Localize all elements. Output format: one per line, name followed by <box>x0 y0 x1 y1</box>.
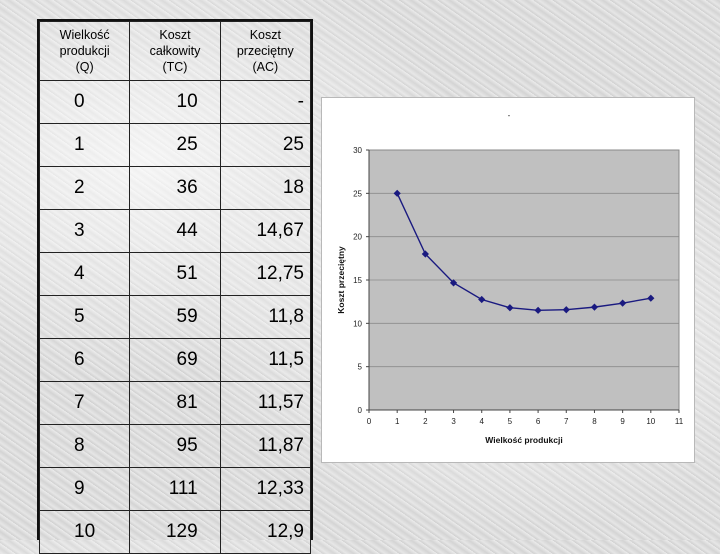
x-tick-label: 2 <box>423 417 428 426</box>
y-tick-label: 30 <box>353 146 362 155</box>
cell-total-cost: 59 <box>129 295 221 339</box>
y-tick-label: 25 <box>353 189 362 198</box>
data-point <box>590 303 599 311</box>
y-tick-label: 15 <box>353 276 362 285</box>
cell-quantity: 1 <box>38 123 131 167</box>
cost-table-panel: Wielkość produkcji (Q) Koszt całkowity (… <box>37 19 313 554</box>
table-body: 0 10-1 25 25 2 36 18 3 44 14,67 4 51 12,75 5 59 11,8 6 69… <box>38 80 312 554</box>
x-tick-label: 0 <box>367 417 372 426</box>
data-point <box>478 295 486 304</box>
y-tick-label: 5 <box>358 363 363 372</box>
x-axis-title: Wielkość produkcji <box>485 435 562 445</box>
cell-total-cost: 69 <box>129 338 221 382</box>
x-tick-label: 5 <box>508 417 513 426</box>
x-tick-label: 9 <box>620 417 625 426</box>
cell-average-cost: 12,9 <box>219 510 312 554</box>
cell-quantity: 2 <box>38 166 131 210</box>
x-tick-label: 3 <box>451 417 456 426</box>
table-row: 2 36 18 <box>38 166 312 210</box>
cell-total-cost: 81 <box>129 381 221 425</box>
x-tick-label: 7 <box>564 417 569 426</box>
header-total-cost: Koszt całkowity (TC) <box>129 21 221 81</box>
table-header-row: Wielkość produkcji (Q) Koszt całkowity (… <box>38 21 312 81</box>
cell-quantity: 7 <box>38 381 131 425</box>
cell-quantity: 4 <box>38 252 131 296</box>
cell-average-cost: 11,5 <box>219 338 312 382</box>
cell-total-cost: 36 <box>129 166 221 210</box>
cost-table: Wielkość produkcji (Q) Koszt całkowity (… <box>38 21 312 554</box>
cell-total-cost: 10 <box>129 80 221 124</box>
cell-average-cost: 11,87 <box>219 424 312 468</box>
cell-total-cost: 51 <box>129 252 221 296</box>
header-tc-line1: Koszt <box>159 28 191 42</box>
x-tick-label: 1 <box>395 417 400 426</box>
average-cost-chart: - Koszt przeciętny Wielkość produkcji 0 5… <box>336 111 684 445</box>
cell-average-cost: 12,33 <box>219 467 312 511</box>
cell-total-cost: 95 <box>129 424 221 468</box>
header-quantity-line2: produkcji <box>59 44 110 58</box>
header-quantity-line1: Wielkość <box>59 28 110 42</box>
table-row: 0 10- <box>38 80 312 124</box>
x-tick-label: 4 <box>480 417 485 426</box>
table-row: 5 59 11,8 <box>38 295 312 339</box>
header-ac-line1: Koszt <box>249 28 281 42</box>
cell-average-cost: - <box>219 80 312 124</box>
y-tick-label: 0 <box>358 406 363 415</box>
cell-quantity: 8 <box>38 424 131 468</box>
cell-total-cost: 44 <box>129 209 221 253</box>
header-average-cost: Koszt przeciętny (AC) <box>219 21 312 81</box>
table-row: 8 95 11,87 <box>38 424 312 468</box>
cell-quantity: 9 <box>38 467 131 511</box>
x-tick-label: 11 <box>675 417 684 426</box>
x-tick-label: 10 <box>646 417 655 426</box>
table-row: 1 25 25 <box>38 123 312 167</box>
cell-quantity: 6 <box>38 338 131 382</box>
header-tc-line3: (TC) <box>162 60 188 74</box>
cell-total-cost: 129 <box>129 510 221 554</box>
cell-total-cost: 111 <box>129 467 221 511</box>
header-tc-line2: całkowity <box>149 44 201 58</box>
cell-quantity: 0 <box>38 80 131 124</box>
header-ac-line2: przeciętny <box>236 44 294 58</box>
table-row: 3 44 14,67 <box>38 209 312 253</box>
table-row: 9 111 12,33 <box>38 467 312 511</box>
cell-average-cost: 11,8 <box>219 295 312 339</box>
x-tick-label: 8 <box>592 417 597 426</box>
cell-average-cost: 18 <box>219 166 312 210</box>
cell-average-cost: 12,75 <box>219 252 312 296</box>
y-tick-label: 10 <box>353 319 362 328</box>
chart-title: - <box>508 111 511 120</box>
chart-panel: - Koszt przeciętny Wielkość produkcji 0 5… <box>321 97 695 463</box>
cell-average-cost: 11,57 <box>219 381 312 425</box>
cell-average-cost: 14,67 <box>219 209 312 253</box>
cell-quantity: 3 <box>38 209 131 253</box>
header-ac-line3: (AC) <box>252 60 279 74</box>
cell-total-cost: 25 <box>129 123 221 167</box>
x-tick-label: 6 <box>536 417 541 426</box>
cell-quantity: 5 <box>38 295 131 339</box>
header-quantity: Wielkość produkcji (Q) <box>38 21 131 81</box>
y-axis-title: Koszt przeciętny <box>336 246 346 314</box>
data-point <box>647 294 655 302</box>
table-row: 4 51 12,75 <box>38 252 312 296</box>
y-tick-label: 20 <box>353 233 362 242</box>
table-row: 10 129 12,9 <box>38 510 312 554</box>
cell-average-cost: 25 <box>219 123 312 167</box>
header-quantity-line3: (Q) <box>75 60 94 74</box>
table-row: 7 81 11,57 <box>38 381 312 425</box>
series-line <box>396 193 651 312</box>
cell-quantity: 10 <box>38 510 131 554</box>
table-row: 6 69 11,5 <box>38 338 312 382</box>
